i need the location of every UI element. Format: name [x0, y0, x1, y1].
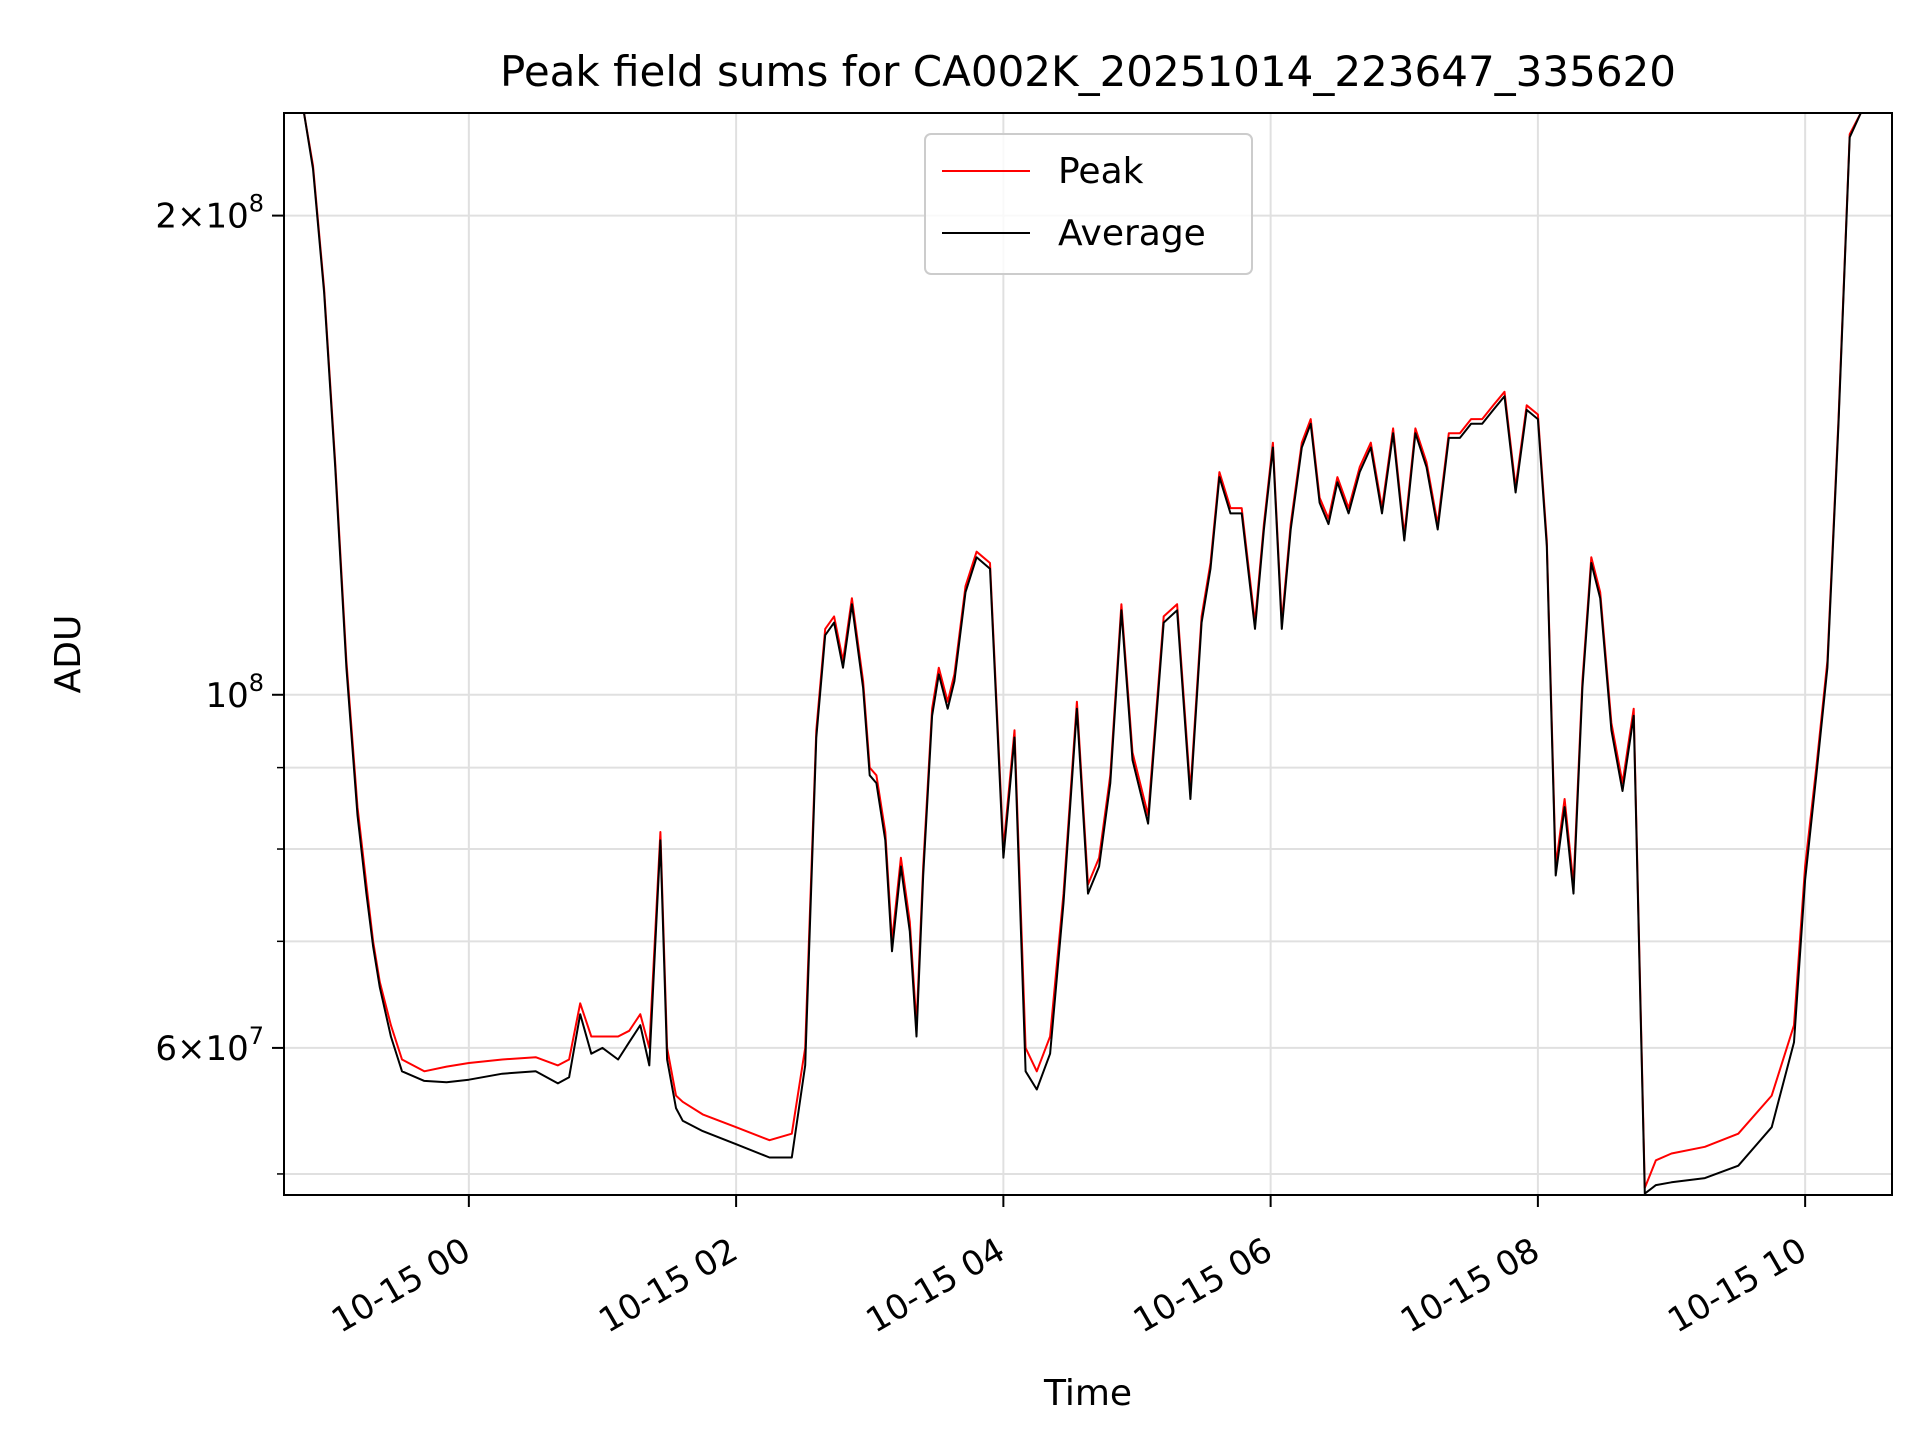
y-tick-label: 2×108 — [155, 190, 264, 237]
y-tick-label: 108 — [205, 669, 264, 716]
plot-frame — [283, 112, 1893, 1196]
y-axis: 6×107 108 2×108 — [155, 190, 284, 1175]
x-axis-label: Time — [1043, 1373, 1132, 1414]
y-tick-label: 6×107 — [155, 1022, 264, 1069]
legend-box — [924, 133, 1253, 275]
series-line-average — [284, 113, 1862, 1195]
y-axis-label: ADU — [48, 615, 89, 694]
legend-label-peak: Peak — [1058, 151, 1144, 192]
legend: Peak Average — [924, 133, 1253, 275]
legend-label-average: Average — [1058, 213, 1206, 254]
series-layer — [284, 113, 1862, 1195]
chart-title: Peak field sums for CA002K_20251014_2236… — [500, 47, 1676, 96]
